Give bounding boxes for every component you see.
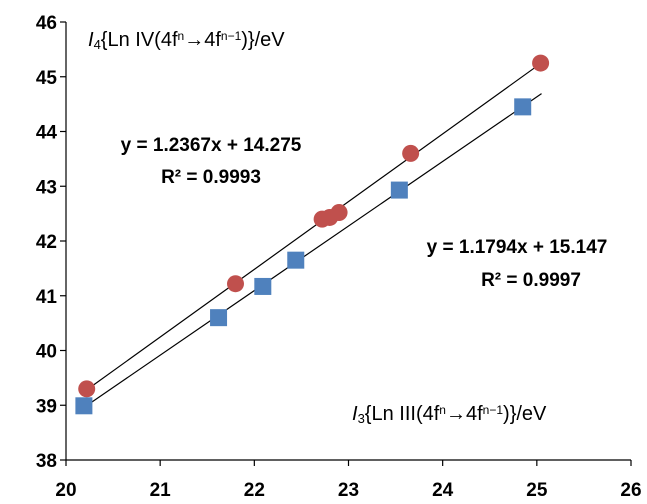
series-2-point [514, 98, 532, 116]
y-tick-label: 42 [36, 232, 57, 253]
y-tick-label: 43 [36, 177, 57, 198]
trendlines [84, 62, 542, 408]
y-axis-label-sub: 4 [93, 37, 101, 52]
series-2-equation: y = 1.1794x + 15.147 [427, 237, 608, 258]
series-1-trendline [84, 62, 542, 392]
series-1-equation: y = 1.2367x + 14.275 [121, 135, 302, 156]
y-tick-label: 44 [36, 123, 58, 144]
y-tick-label: 38 [36, 451, 57, 472]
series-1-point [227, 275, 244, 293]
y-tick-label: 40 [36, 342, 57, 363]
x-tick-label: 22 [244, 480, 265, 501]
series-2-point [287, 251, 305, 269]
y-axis-label-symbol: I [88, 29, 94, 51]
x-axis-label-sub: 3 [357, 411, 365, 426]
y-axis-label-mid: →4f [184, 29, 221, 51]
y-tick-label: 46 [36, 13, 57, 34]
series-1-point [78, 380, 96, 398]
series-2-point [75, 397, 93, 415]
x-axis-label-sup2: n−1 [482, 403, 504, 417]
y-axis-label-sup2: n−1 [220, 29, 242, 43]
x-tick-label: 23 [338, 480, 359, 501]
series-1-point [402, 144, 420, 162]
x-axis-label-sup1: n [439, 403, 446, 417]
x-axis-label-symbol: I [352, 403, 358, 425]
x-tick-label: 20 [55, 480, 76, 501]
x-axis-label: I3{Ln III(4fn→4fn−1)}/eV [352, 404, 546, 425]
series-2-r2: R² = 0.9997 [481, 270, 581, 291]
series-1-point [532, 54, 550, 72]
series-1-r2: R² = 0.9993 [161, 167, 261, 188]
y-axis-label-post: )}/eV [241, 29, 285, 51]
x-tick-label: 21 [150, 480, 172, 501]
y-tick-label: 45 [36, 68, 58, 89]
y-axis-label: I4{Ln IV(4fn→4fn−1)}/eV [88, 30, 285, 51]
x-tick-label: 25 [526, 480, 548, 501]
series-2-trendline [84, 93, 542, 408]
series-2-point [390, 181, 408, 199]
series-2-point [210, 309, 228, 327]
y-axis-label-sup1: n [177, 29, 185, 43]
y-tick-label: 41 [36, 287, 58, 308]
series-1-point [330, 204, 348, 222]
x-axis-label-pre: {Ln III(4f [364, 403, 440, 425]
y-tick-label: 39 [36, 396, 57, 417]
x-tick-label: 24 [432, 480, 454, 501]
x-axis-label-mid: →4f [445, 403, 483, 425]
annotations: y = 1.2367x + 14.275 R² = 0.9993 y = 1.1… [121, 135, 608, 291]
y-axis-label-pre: {Ln IV(4f [100, 29, 178, 51]
series-2-point [254, 277, 272, 295]
x-axis-label-post: )}/eV [503, 403, 547, 425]
data-points [75, 54, 550, 415]
x-tick-label: 26 [620, 480, 641, 501]
